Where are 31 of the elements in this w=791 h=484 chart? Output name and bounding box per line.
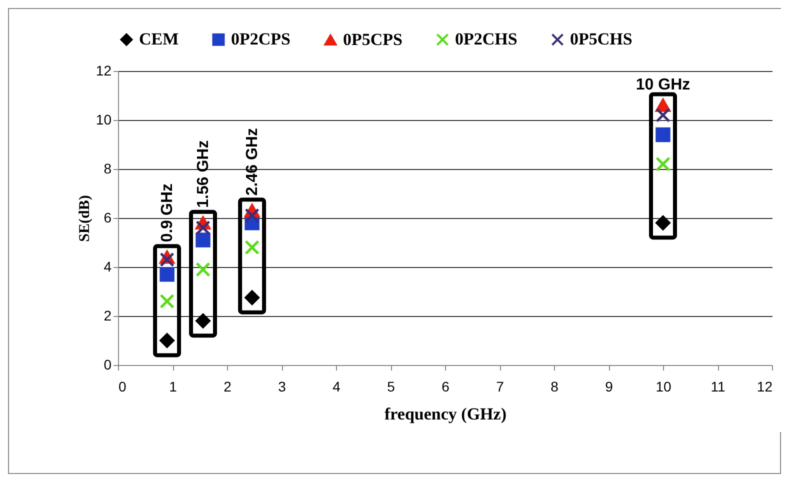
- x-tick-label: 1: [169, 378, 178, 394]
- x-tick-label: 12: [756, 378, 773, 394]
- y-tick-label: 4: [104, 258, 112, 274]
- y-tick-label: 12: [96, 62, 112, 78]
- y-tick-label: 6: [104, 210, 112, 226]
- y-tick-label: 8: [104, 160, 112, 176]
- x-tick-label: 3: [278, 378, 286, 394]
- annotation: 0.9 GHz: [159, 183, 176, 242]
- x-tick-label: 9: [605, 378, 614, 394]
- y-axis-title: SE(dB): [76, 195, 93, 242]
- annotation: 10 GHz: [636, 76, 690, 94]
- legend-label: 0P2CHS: [455, 30, 518, 49]
- legend-label: CEM: [139, 30, 179, 49]
- x-tick-label: 6: [442, 378, 450, 394]
- x-tick-label: 5: [387, 378, 396, 394]
- legend-label: 0P5CPS: [343, 30, 402, 49]
- annotation: 2.46 GHz: [244, 128, 262, 196]
- x-tick-label: 4: [332, 378, 341, 394]
- y-tick-label: 2: [104, 308, 112, 324]
- annotation: 1.56 GHz: [195, 140, 212, 208]
- x-tick-label: 0: [118, 378, 126, 394]
- x-axis-title: frequency (GHz): [384, 404, 506, 424]
- x-tick-label: 11: [710, 378, 726, 394]
- y-tick-label: 0: [104, 356, 112, 372]
- x-tick-label: 2: [224, 378, 232, 394]
- x-tick-label: 8: [550, 378, 559, 394]
- y-tick-label: 10: [96, 112, 112, 128]
- x-tick-label: 7: [496, 378, 504, 394]
- legend-label: 0P5CHS: [570, 30, 632, 49]
- x-tick-label: 10: [656, 378, 672, 394]
- legend-label: 0P2CPS: [231, 30, 290, 49]
